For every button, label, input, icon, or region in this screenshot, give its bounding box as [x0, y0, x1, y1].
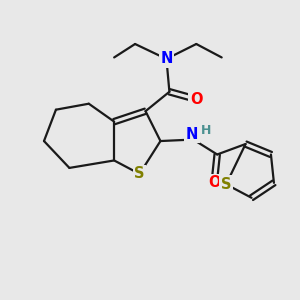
Text: O: O: [190, 92, 203, 107]
Text: S: S: [221, 177, 231, 192]
Text: H: H: [201, 124, 211, 137]
Text: N: N: [160, 51, 172, 66]
Text: S: S: [134, 167, 145, 182]
Text: O: O: [208, 175, 220, 190]
Text: N: N: [186, 127, 198, 142]
